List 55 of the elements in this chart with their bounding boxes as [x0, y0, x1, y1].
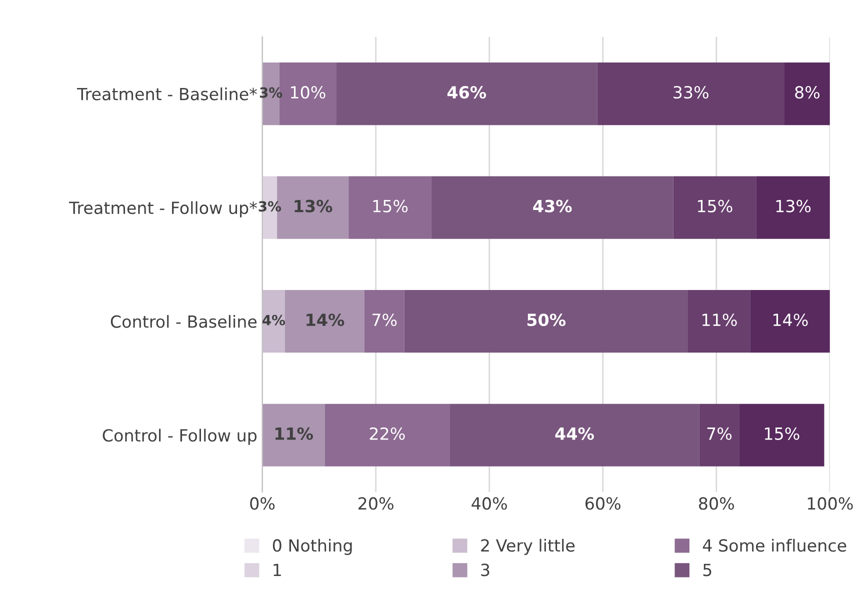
data-label: 15%: [764, 427, 800, 440]
bar: [699, 404, 740, 466]
data-label: 10%: [291, 86, 326, 99]
data-label: 43%: [533, 200, 572, 212]
bar: [404, 290, 688, 353]
data-label: 11%: [702, 314, 737, 326]
y-tick-label: Treatment - Follow up*: [68, 201, 257, 218]
x-tick-label: 40%: [472, 497, 507, 510]
bar: [364, 290, 404, 353]
bar: [673, 176, 756, 239]
legend-label: 5: [703, 564, 712, 576]
bar: [688, 290, 750, 353]
data-label: 13%: [776, 200, 811, 212]
bar: [739, 404, 824, 466]
data-label: 22%: [370, 427, 405, 440]
x-tick-label: 60%: [586, 497, 620, 510]
bar: [336, 62, 598, 126]
data-label: 14%: [306, 314, 344, 326]
x-tick-label: 80%: [698, 497, 734, 510]
legend-label: 0 Nothing: [272, 538, 352, 555]
legend-label: 2 Very little: [481, 538, 575, 555]
y-tick-label: Control - Baseline: [110, 315, 257, 328]
bar: [324, 404, 450, 466]
bar: [450, 404, 700, 466]
bar: [348, 176, 432, 239]
bar: [262, 404, 325, 466]
bar: [784, 62, 830, 126]
data-label: 15%: [698, 200, 732, 212]
bar: [262, 290, 286, 353]
data-label: 50%: [527, 314, 566, 326]
data-label: 4%: [262, 314, 285, 326]
data-label: 11%: [275, 427, 313, 440]
data-label: 13%: [294, 200, 332, 212]
data-label: 14%: [773, 314, 808, 326]
bar: [431, 176, 674, 239]
x-tick-label: 0%: [250, 497, 275, 510]
y-tick-label: Treatment - Baseline*: [77, 87, 257, 100]
bar: [597, 62, 784, 126]
bar: [750, 290, 830, 353]
y-tick-label: Control - Follow up: [102, 428, 257, 445]
legend-label: 1: [274, 564, 281, 576]
legend-label: 4 Some influence: [702, 538, 846, 552]
data-label: 3%: [258, 201, 282, 212]
data-label: 46%: [447, 86, 486, 99]
data-label: 15%: [373, 200, 408, 212]
legend-label: 3: [481, 564, 490, 576]
bar: [756, 176, 830, 239]
data-label: 7%: [707, 427, 732, 440]
data-label: 44%: [555, 427, 594, 440]
data-label: 33%: [674, 86, 708, 99]
data-label: 7%: [372, 314, 397, 326]
x-tick-label: 20%: [358, 497, 394, 510]
bar: [285, 290, 364, 353]
data-label: 8%: [795, 86, 820, 99]
x-tick-label: 100%: [808, 497, 853, 510]
